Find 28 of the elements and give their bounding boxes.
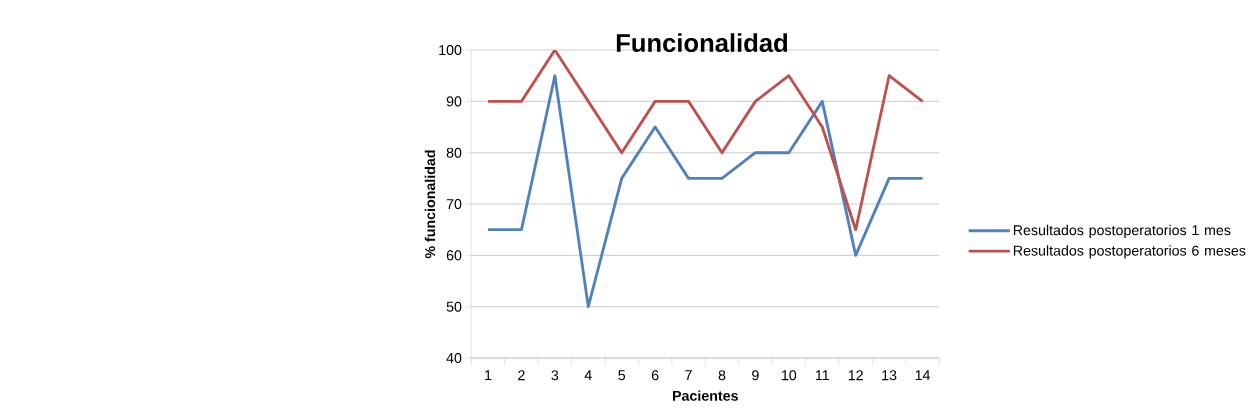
line-series	[486, 74, 924, 309]
legend-label: Resultados postoperatorios 1 mes	[1013, 225, 1231, 239]
x-tick-label: 14	[915, 370, 931, 381]
x-tick-label: 2	[518, 370, 525, 381]
line-series	[486, 50, 924, 232]
x-tick-label: 6	[651, 370, 659, 381]
x-tick-label: 5	[618, 370, 626, 381]
y-tick-label: 80	[446, 147, 462, 158]
x-tick-label: 3	[551, 370, 559, 381]
y-tick-label: 40	[446, 353, 462, 364]
x-tick-label: 9	[752, 370, 759, 381]
x-tick-label: 13	[882, 370, 897, 381]
y-axis-title: % funcionalidad	[424, 150, 436, 259]
x-tick-label: 12	[848, 370, 863, 381]
y-tick-label: 90	[446, 96, 462, 107]
x-tick-label: 8	[718, 370, 726, 381]
y-tick-label: 60	[446, 250, 462, 261]
y-tick-label: 50	[446, 301, 462, 312]
x-tick-label: 1	[485, 370, 492, 381]
x-tick-label: 10	[782, 370, 797, 381]
x-tick-label: 4	[584, 370, 592, 381]
x-tick-label: 7	[685, 370, 692, 381]
legend-label: Resultados postoperatorios 6 meses	[1013, 245, 1246, 259]
y-tick-label: 100	[439, 45, 462, 56]
x-tick-label: 11	[815, 370, 829, 381]
y-tick-label: 70	[446, 199, 462, 210]
x-axis-title: Pacientes	[673, 390, 738, 402]
chart-title: Funcionalidad	[616, 33, 788, 53]
